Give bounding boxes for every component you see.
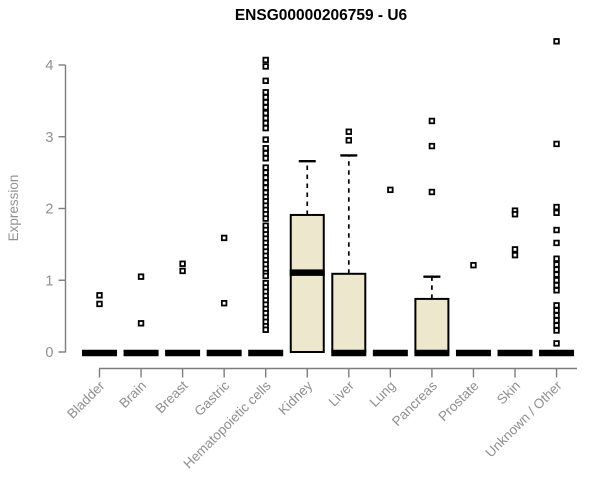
outlier-point (262, 145, 269, 152)
outlier-point (511, 251, 519, 259)
y-tick-label: 4 (45, 58, 53, 74)
outlier-point (262, 326, 269, 333)
outlier-point (262, 56, 269, 64)
outlier-point (262, 215, 269, 222)
outlier-point (553, 340, 560, 347)
outlier-point (262, 77, 269, 84)
outlier-point (553, 239, 560, 247)
y-tick-label: 1 (45, 273, 53, 289)
outlier-point (345, 128, 352, 135)
outlier-point (220, 300, 228, 307)
x-tick-label: Gastric (191, 378, 232, 419)
y-tick-label: 0 (45, 345, 53, 361)
outlier-point (96, 300, 103, 308)
outlier-point (262, 150, 269, 157)
outlier-point (428, 188, 436, 196)
outlier-point (262, 272, 269, 280)
x-tick-label: Breast (153, 378, 191, 416)
y-tick-label: 3 (45, 130, 53, 146)
outlier-point (262, 119, 269, 127)
median-line (248, 349, 284, 357)
x-tick-label: Lung (367, 378, 399, 410)
outlier-point (553, 322, 560, 329)
outlier-point (553, 277, 560, 284)
outlier-point (553, 255, 560, 262)
median-line (331, 349, 367, 357)
outlier-point (553, 140, 560, 148)
outlier-point (220, 234, 228, 242)
median-line (165, 349, 201, 357)
outlier-point (553, 307, 560, 314)
outlier-point (345, 137, 352, 144)
median-line (82, 349, 117, 357)
x-tick-label: Kidney (276, 378, 316, 418)
outlier-point (553, 312, 560, 319)
chart-title: ENSG00000206759 - U6 (234, 7, 408, 24)
outlier-point (553, 209, 560, 217)
x-tick-label: Liver (326, 378, 358, 410)
outlier-point (553, 327, 560, 334)
outlier-point (511, 246, 519, 253)
outlier-point (137, 320, 145, 327)
median-line (539, 349, 575, 357)
outlier-point (262, 179, 269, 186)
median-line (289, 269, 325, 276)
x-tick-label: Unknown / Other (482, 378, 565, 461)
x-tick-label: Bladder (64, 378, 108, 422)
outlier-point (179, 267, 186, 275)
outlier-point (553, 317, 560, 324)
median-line (497, 349, 533, 357)
outlier-point (553, 266, 560, 273)
x-tick-label: Pancreas (389, 378, 440, 429)
outlier-point (553, 282, 560, 289)
outlier-point (96, 292, 103, 299)
outlier-point (553, 271, 560, 278)
outlier-point (262, 184, 269, 191)
outlier-point (137, 273, 145, 280)
median-line (206, 349, 242, 357)
outlier-point (553, 226, 560, 234)
median-line (414, 349, 450, 357)
outlier-point (553, 287, 560, 294)
outlier-point (262, 114, 269, 122)
outlier-point (553, 203, 560, 211)
outlier-point (262, 169, 269, 176)
outlier-point (262, 89, 269, 96)
outlier-point (262, 124, 269, 132)
outlier-point (262, 104, 269, 111)
outlier-point (262, 155, 269, 162)
box-rect (331, 272, 367, 354)
outlier-point (179, 260, 186, 267)
outlier-point (428, 117, 436, 125)
outlier-point (553, 302, 560, 309)
outlier-point (553, 38, 560, 45)
median-line (455, 349, 491, 357)
outlier-point (428, 142, 436, 150)
outlier-point (262, 136, 269, 143)
outlier-point (470, 261, 477, 269)
median-line (123, 349, 159, 357)
median-line (372, 349, 408, 357)
box-rect (289, 213, 325, 353)
outlier-point (262, 174, 269, 181)
outlier-point (387, 186, 394, 194)
outlier-point (262, 94, 269, 101)
x-tick-label: Prostate (435, 378, 481, 424)
x-tick-label: Skin (494, 378, 523, 407)
outlier-point (553, 261, 560, 268)
outlier-point (262, 63, 269, 70)
outlier-point (262, 164, 269, 171)
x-tick-label: Brain (116, 378, 149, 411)
outlier-point (262, 109, 269, 117)
box-rect (414, 297, 450, 353)
outlier-point (262, 99, 269, 106)
outlier-point (511, 211, 519, 218)
y-tick-label: 2 (45, 202, 53, 218)
